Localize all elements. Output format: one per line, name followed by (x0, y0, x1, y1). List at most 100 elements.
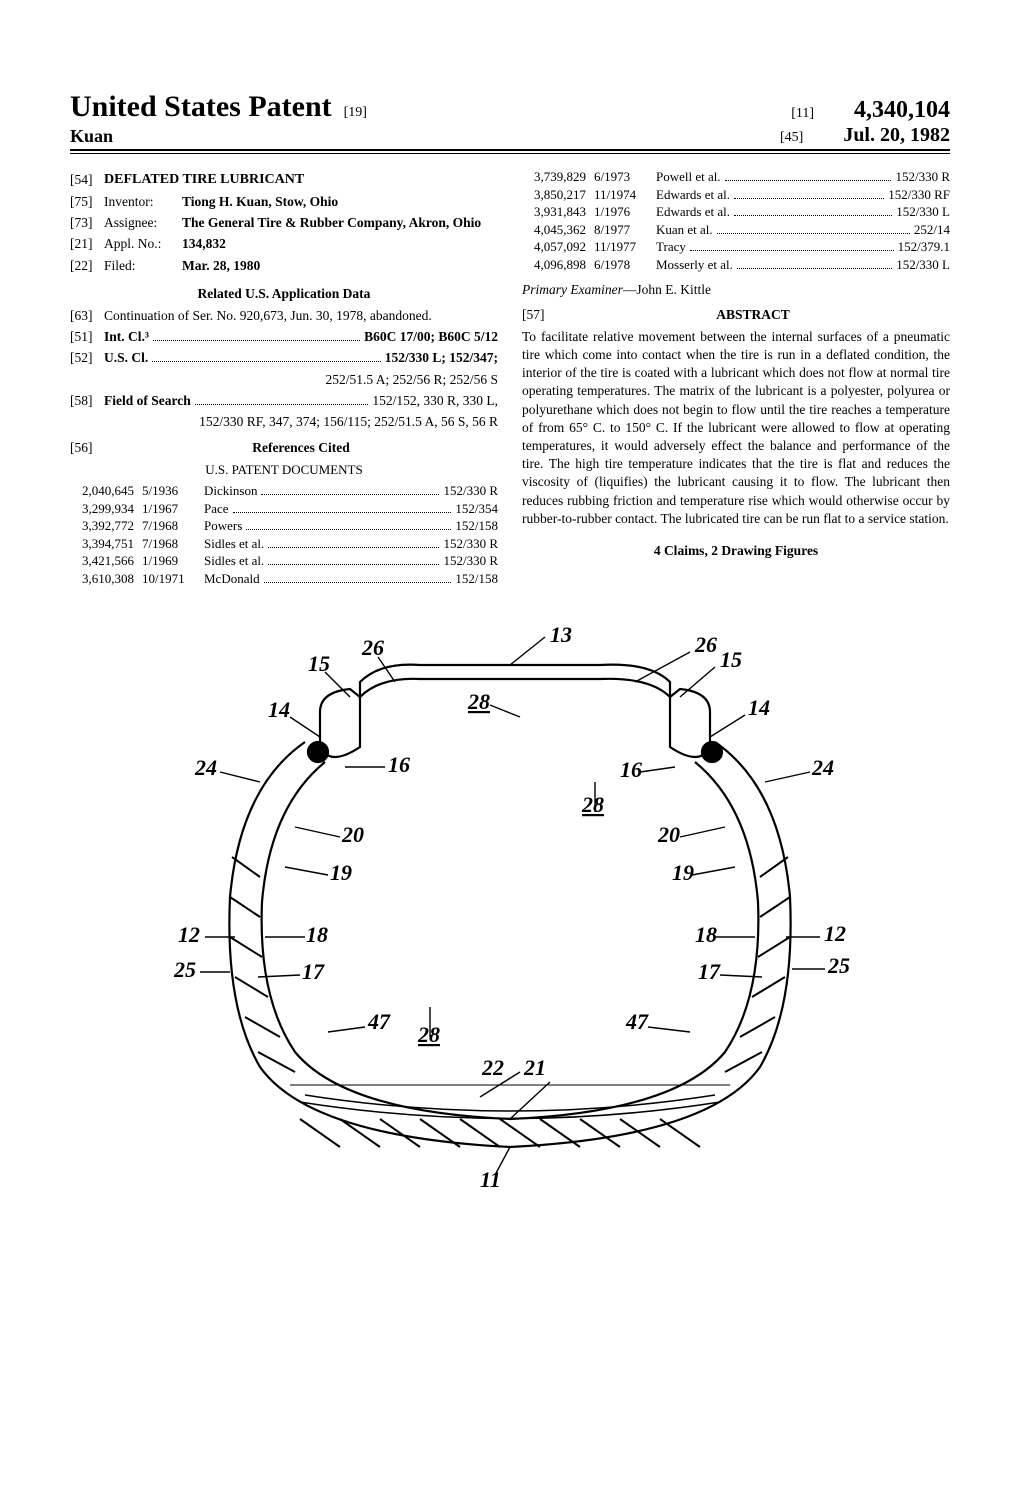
examiner-label: Primary Examiner (522, 282, 623, 297)
ref-14-left: 14 (268, 697, 290, 722)
ref-24-left: 24 (194, 755, 217, 780)
publication-date: Jul. 20, 1982 (843, 124, 950, 147)
ref-class: 152/330 R (443, 552, 498, 570)
leader-dots (725, 180, 892, 181)
code-75: [75] (70, 193, 104, 211)
ref-17-left: 17 (302, 959, 325, 984)
code-54: [54] (70, 171, 104, 190)
main-title: United States Patent (70, 90, 332, 124)
leader-dots (246, 529, 451, 530)
reference-row: 2,040,6455/1936Dickinson152/330 R (70, 482, 498, 500)
ref-inventor: Dickinson (204, 482, 257, 500)
related-appdata-hdr: Related U.S. Application Data (70, 285, 498, 303)
abstract-heading: ABSTRACT (556, 306, 950, 324)
ref-15-right: 15 (720, 647, 742, 672)
ref-number: 3,610,308 (70, 570, 142, 588)
leader-dots (195, 404, 369, 405)
ref-20-right: 20 (657, 822, 680, 847)
ref-12-left: 12 (178, 922, 200, 947)
ref-date: 8/1977 (594, 221, 656, 239)
ref-number: 3,394,751 (70, 535, 142, 553)
ref-inventor: Sidles et al. (204, 552, 264, 570)
ref-inventor: Powers (204, 517, 242, 535)
ref-19-left: 19 (330, 860, 352, 885)
ref-inventor: Powell et al. (656, 168, 721, 186)
references-cited-hdr: References Cited (104, 439, 498, 457)
ref-number: 3,299,934 (70, 500, 142, 518)
examiner-value: —John E. Kittle (623, 282, 711, 297)
field-73: [73] Assignee: The General Tire & Rubber… (70, 214, 498, 232)
leader-dots (737, 268, 892, 269)
ref-16-right: 16 (620, 757, 642, 782)
ref-inventor: Sidles et al. (204, 535, 264, 553)
code-51: [51] (70, 328, 104, 346)
fos-trail: 152/152, 330 R, 330 L, (372, 392, 498, 410)
title-series-code: [19] (344, 105, 367, 120)
field-58: [58] Field of Search 152/152, 330 R, 330… (70, 392, 498, 410)
label-applno: Appl. No.: (104, 235, 182, 253)
applno-value: 134,832 (182, 235, 498, 253)
pub-code-45: [45] (780, 130, 803, 146)
ref-inventor: Tracy (656, 238, 686, 256)
ref-47-right: 47 (625, 1009, 649, 1034)
ref-21: 21 (523, 1055, 546, 1080)
references-list-left: 2,040,6455/1936Dickinson152/330 R3,299,9… (70, 482, 498, 587)
patent-number: 4,340,104 (854, 97, 950, 124)
claims-figures-line: 4 Claims, 2 Drawing Figures (522, 542, 950, 560)
field-52: [52] U.S. Cl. 152/330 L; 152/347; (70, 349, 498, 367)
field-21: [21] Appl. No.: 134,832 (70, 235, 498, 253)
ref-class: 152/330 R (895, 168, 950, 186)
label-inventor: Inventor: (104, 193, 182, 211)
ref-number: 3,421,566 (70, 552, 142, 570)
reference-row: 3,610,30810/1971McDonald152/158 (70, 570, 498, 588)
field-75: [75] Inventor: Tiong H. Kuan, Stow, Ohio (70, 193, 498, 211)
leader-dots (152, 361, 380, 362)
header-rule (70, 153, 950, 154)
ref-date: 5/1936 (142, 482, 204, 500)
ref-number: 3,850,217 (522, 186, 594, 204)
code-63: [63] (70, 307, 104, 325)
ref-class: 152/330 L (896, 203, 950, 221)
ref-number: 3,392,772 (70, 517, 142, 535)
ref-19-right: 19 (672, 860, 694, 885)
leader-dots (717, 233, 910, 234)
code-56: [56] (70, 439, 104, 457)
ref-25-left: 25 (173, 957, 196, 982)
ref-inventor: Kuan et al. (656, 221, 713, 239)
ref-18-left: 18 (306, 922, 328, 947)
leader-dots (153, 340, 360, 341)
ref-number: 3,739,829 (522, 168, 594, 186)
patent-header: United States Patent [19] Kuan [11] 4,34… (70, 90, 950, 151)
references-list-right: 3,739,8296/1973Powell et al.152/330 R3,8… (522, 168, 950, 273)
ref-number: 3,931,843 (522, 203, 594, 221)
biblio-columns: [54] DEFLATED TIRE LUBRICANT [75] Invent… (70, 168, 950, 587)
leader-dots (264, 582, 452, 583)
code-57: [57] (522, 306, 556, 324)
pub-code-11: [11] (791, 106, 814, 122)
ref-inventor: Edwards et al. (656, 203, 730, 221)
ref-13: 13 (550, 627, 572, 647)
ref-20-left: 20 (341, 822, 364, 847)
leader-dots (734, 198, 884, 199)
code-73: [73] (70, 214, 104, 232)
ref-date: 11/1974 (594, 186, 656, 204)
abstract-header-row: [57] ABSTRACT (522, 306, 950, 324)
leader-dots (734, 215, 892, 216)
ref-number: 2,040,645 (70, 482, 142, 500)
ref-class: 152/330 RF (888, 186, 950, 204)
ref-47-left: 47 (367, 1009, 391, 1034)
label-assignee: Assignee: (104, 214, 182, 232)
ref-date: 11/1977 (594, 238, 656, 256)
header-left: United States Patent [19] Kuan (70, 90, 780, 147)
fos-continuation: 152/330 RF, 347, 374; 156/115; 252/51.5 … (70, 413, 498, 431)
ref-class: 152/330 R (443, 535, 498, 553)
ref-25-right: 25 (827, 953, 850, 978)
right-column: 3,739,8296/1973Powell et al.152/330 R3,8… (522, 168, 950, 587)
left-column: [54] DEFLATED TIRE LUBRICANT [75] Invent… (70, 168, 498, 587)
reference-row: 3,394,7517/1968Sidles et al.152/330 R (70, 535, 498, 553)
ref-17-right: 17 (698, 959, 721, 984)
inventor-value: Tiong H. Kuan, Stow, Ohio (182, 193, 498, 211)
ref-24-right: 24 (811, 755, 834, 780)
intcl-trail: B60C 17/00; B60C 5/12 (364, 328, 498, 346)
reference-row: 3,931,8431/1976Edwards et al.152/330 L (522, 203, 950, 221)
